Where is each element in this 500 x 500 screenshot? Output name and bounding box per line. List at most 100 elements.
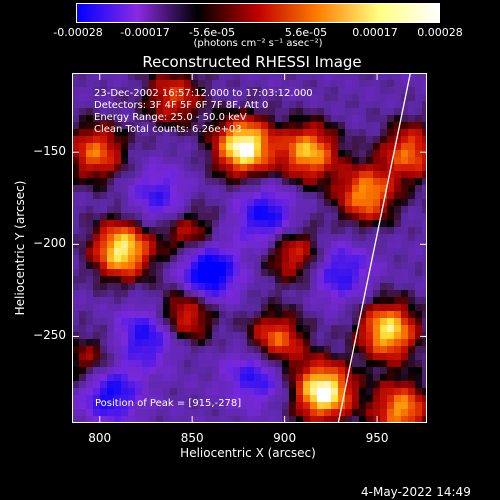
heatmap-cell xyxy=(191,318,199,326)
heatmap-cell xyxy=(324,178,332,186)
heatmap-cell xyxy=(121,164,129,172)
heatmap-cell xyxy=(107,213,115,221)
heatmap-cell xyxy=(331,234,339,242)
heatmap-cell xyxy=(198,108,206,116)
heatmap-cell xyxy=(177,367,185,375)
heatmap-cell xyxy=(170,353,178,361)
heatmap-cell xyxy=(289,136,297,144)
heatmap-cell xyxy=(338,360,346,368)
heatmap-cell xyxy=(247,311,255,319)
heatmap-cell xyxy=(408,395,416,403)
heatmap-cell xyxy=(121,150,129,158)
heatmap-cell xyxy=(114,353,122,361)
heatmap-cell xyxy=(72,374,80,382)
heatmap-cell xyxy=(415,185,423,193)
heatmap-cell xyxy=(212,402,220,410)
heatmap-cell xyxy=(191,129,199,137)
heatmap-cell xyxy=(247,304,255,312)
heatmap-cell xyxy=(366,402,374,410)
heatmap-cell xyxy=(212,80,220,88)
heatmap-cell xyxy=(401,262,409,270)
heatmap-cell xyxy=(359,157,367,165)
heatmap-cell xyxy=(268,185,276,193)
y-tick-label: −150 xyxy=(33,144,66,159)
heatmap-cell xyxy=(156,136,164,144)
heatmap-cell xyxy=(135,381,143,389)
heatmap-cell xyxy=(387,262,395,270)
heatmap-cell xyxy=(387,178,395,186)
heatmap-cell xyxy=(205,353,213,361)
heatmap-cell xyxy=(422,178,427,186)
heatmap-cell xyxy=(191,220,199,228)
heatmap-cell xyxy=(345,360,353,368)
heatmap-cell xyxy=(366,283,374,291)
heatmap-cell xyxy=(401,269,409,277)
heatmap-cell xyxy=(191,353,199,361)
heatmap-cell xyxy=(331,220,339,228)
heatmap-cell xyxy=(114,388,122,396)
heatmap-cell xyxy=(415,381,423,389)
heatmap-cell xyxy=(240,353,248,361)
info-line: Energy Range: 25.0 - 50.0 keV xyxy=(94,112,247,123)
heatmap-cell xyxy=(317,150,325,158)
heatmap-cell xyxy=(408,360,416,368)
heatmap-cell xyxy=(121,94,129,102)
heatmap-cell xyxy=(86,241,94,249)
heatmap-cell xyxy=(345,255,353,263)
heatmap-cell xyxy=(121,178,129,186)
heatmap-cell xyxy=(205,262,213,270)
heatmap-cell xyxy=(240,129,248,137)
heatmap-cell xyxy=(359,164,367,172)
heatmap-cell xyxy=(177,297,185,305)
heatmap-cell xyxy=(121,157,129,165)
heatmap-cell xyxy=(261,115,269,123)
heatmap-cell xyxy=(359,339,367,347)
heatmap-cell xyxy=(156,297,164,305)
heatmap-cell xyxy=(373,185,381,193)
heatmap-cell xyxy=(142,402,150,410)
heatmap-cell xyxy=(198,199,206,207)
heatmap-cell xyxy=(303,87,311,95)
heatmap-cell xyxy=(247,290,255,298)
heatmap-cell xyxy=(387,339,395,347)
heatmap-cell xyxy=(149,220,157,228)
heatmap-cell xyxy=(352,325,360,333)
heatmap-cell xyxy=(380,122,388,130)
heatmap-cell xyxy=(205,157,213,165)
heatmap-cell xyxy=(149,262,157,270)
heatmap-cell xyxy=(338,101,346,109)
heatmap-cell xyxy=(191,101,199,109)
heatmap-cell xyxy=(289,311,297,319)
heatmap-cell xyxy=(324,318,332,326)
heatmap-cell xyxy=(317,206,325,214)
heatmap-cell xyxy=(338,297,346,305)
heatmap-cell xyxy=(366,409,374,417)
heatmap-cell xyxy=(296,381,304,389)
heatmap-cell xyxy=(191,381,199,389)
heatmap-cell xyxy=(254,213,262,221)
heatmap-cell xyxy=(205,94,213,102)
heatmap-cell xyxy=(394,374,402,382)
heatmap-cell xyxy=(100,129,108,137)
heatmap-cell xyxy=(79,199,87,207)
heatmap-cell xyxy=(296,192,304,200)
heatmap-cell xyxy=(254,150,262,158)
heatmap-cell xyxy=(149,318,157,326)
heatmap-cell xyxy=(205,248,213,256)
heatmap-cell xyxy=(100,409,108,417)
heatmap-cell xyxy=(268,374,276,382)
heatmap-cell xyxy=(338,416,346,423)
heatmap-cell xyxy=(261,360,269,368)
heatmap-cell xyxy=(380,416,388,423)
heatmap-cell xyxy=(282,353,290,361)
heatmap-cell xyxy=(352,402,360,410)
heatmap-cell xyxy=(394,87,402,95)
heatmap-cell xyxy=(226,332,234,340)
heatmap-cell xyxy=(317,136,325,144)
heatmap-cell xyxy=(198,213,206,221)
heatmap-cell xyxy=(219,171,227,179)
heatmap-cell xyxy=(184,150,192,158)
heatmap-cell xyxy=(275,115,283,123)
heatmap-cell xyxy=(401,178,409,186)
heatmap-cell xyxy=(247,101,255,109)
